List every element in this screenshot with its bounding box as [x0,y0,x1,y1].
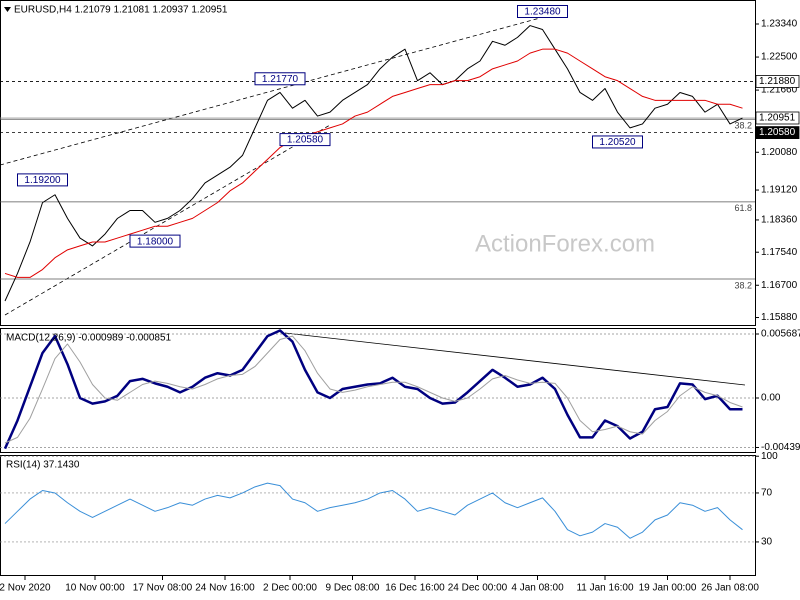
level-label: 1.21880 [759,76,796,87]
x-tick-label: 24 Dec 00:00 [448,583,508,594]
series-line [4,335,743,444]
y-tick-label: -0.004398 [761,442,800,453]
y-tick-label: 1.22500 [761,52,798,63]
x-tick-label: 10 Nov 00:00 [65,583,125,594]
level-label: 1.20951 [759,113,796,124]
callout-box [592,135,643,149]
trendlines [0,7,746,386]
panel-title: EURUSD,H4 1.21079 1.21081 1.20937 1.2095… [14,5,228,16]
callout-box [17,173,68,187]
callout-box [517,4,568,18]
level-box [755,111,800,125]
y-tick-label: 100 [761,451,778,462]
callout-label: 1.19200 [24,175,61,186]
x-tick-label: 11 Jan 16:00 [576,583,634,594]
fib-label: 38.2 [734,121,752,131]
callout-label: 1.18000 [137,236,174,247]
x-tick-label: 9 Dec 08:00 [326,583,380,594]
callout-box [254,72,306,86]
series-line [4,48,743,278]
y-tick-label: 1.21660 [761,85,798,96]
watermark: ActionForex.com [475,230,655,257]
series-line [3,329,743,450]
panel [0,0,756,326]
panel-title: RSI(14) 37.1430 [6,460,80,471]
x-tick-label: 24 Nov 16:00 [195,583,255,594]
x-tick-label: 16 Dec 16:00 [385,583,445,594]
panel-title: MACD(12,26,9) -0.000989 -0.000851 [6,333,172,344]
level-box [755,126,800,139]
panel [0,455,756,576]
callout-label: 1.23480 [524,7,561,18]
y-tick-label: 1.20080 [761,147,798,158]
callout-box [279,133,331,147]
y-tick-label: 70 [761,488,773,499]
x-tick-label: 19 Jan 00:00 [639,583,697,594]
y-tick-label: 1.23340 [761,19,798,30]
y-tick-label: 1.15880 [761,312,798,323]
x-tick-label: 4 Jan 08:00 [511,583,564,594]
x-tick-label: 2 Nov 2020 [0,583,51,594]
level-label: 1.20580 [759,127,796,138]
y-tick-label: 1.19120 [761,185,798,196]
series-line [4,25,743,302]
x-tick-label: 17 Nov 08:00 [133,583,193,594]
level-box [755,75,800,88]
y-tick-label: 1.18360 [761,215,798,226]
y-tick-label: 30 [761,537,773,548]
callout-box [129,234,181,248]
callout-label: 1.20520 [599,137,636,148]
series-line [4,482,743,539]
fib-label: 38.2 [734,280,752,290]
trendline [284,332,746,386]
trendline [0,17,541,166]
y-tick-label: 0.005687 [761,329,800,340]
fib-label: 61.8 [734,203,752,213]
callout-label: 1.21770 [262,74,299,85]
menu-triangle [4,7,11,12]
y-tick-label: 0.00 [761,393,781,404]
x-tick-label: 26 Jan 08:00 [701,583,759,594]
callout-label: 1.20580 [287,135,324,146]
x-tick-label: 2 Dec 00:00 [263,583,317,594]
y-tick-label: 1.16700 [761,280,798,291]
y-tick-label: 1.17540 [761,247,798,258]
